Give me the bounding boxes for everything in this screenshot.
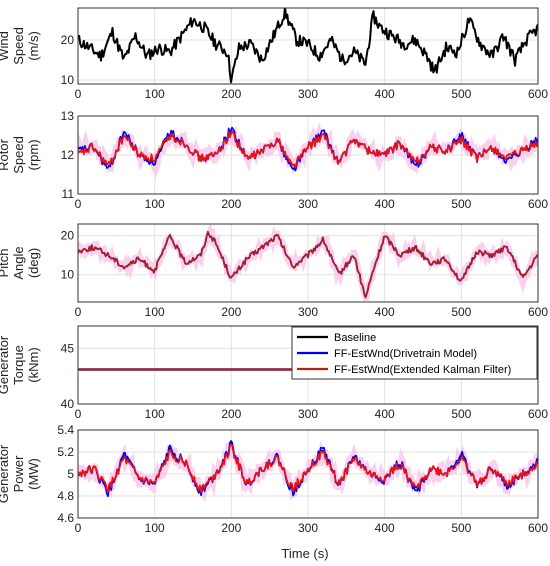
x-tick-label: 100 [145,197,165,211]
y-axis-label-line: Angle [11,246,26,279]
x-axis-label: Time (s) [281,546,328,561]
x-tick-label: 500 [451,87,471,101]
x-tick-label: 300 [298,521,318,535]
y-tick-label: 40 [61,397,75,411]
y-tick-label: 10 [61,73,75,87]
y-axis-label-line: Torque [11,345,26,385]
y-axis-label-line: (MW) [26,458,41,490]
y-tick-label: 5 [67,467,74,481]
axes-frame [77,115,539,195]
y-axis-label-line: Wind [0,31,11,61]
axes-frame [77,7,539,85]
legend-entry: Baseline [334,332,376,344]
x-tick-label: 600 [528,197,548,211]
y-tick-label: 20 [61,33,75,47]
x-tick-label: 200 [221,87,241,101]
x-tick-label: 600 [528,521,548,535]
x-tick-label: 500 [451,305,471,319]
y-tick-label: 12 [61,148,75,162]
x-tick-label: 600 [528,87,548,101]
x-tick-label: 400 [375,305,395,319]
panel-5: 0 100 200 300 400 500 600 4.6 4.8 5 5.2 5.4 Generato… [0,423,548,535]
series-line-1 [78,8,538,84]
x-tick-label: 0 [75,521,82,535]
x-tick-label: 0 [75,197,82,211]
series-line-3 [78,130,538,169]
x-tick-label: 200 [221,407,241,421]
y-tick-label: 4.8 [57,489,74,503]
legend-entry: FF-EstWnd(Drivetrain Model) [334,348,477,360]
x-tick-label: 500 [451,521,471,535]
x-tick-label: 100 [145,521,165,535]
axes-frame [77,223,539,303]
series-group [78,122,538,180]
y-tick-label: 11 [62,187,75,201]
y-axis-label: GeneratorTorque(kNm) [0,335,41,394]
x-tick-label: 400 [375,87,395,101]
x-tick-label: 300 [298,407,318,421]
y-axis-label-line: Power [11,455,26,493]
x-tick-label: 400 [375,521,395,535]
series-group [78,8,538,84]
x-tick-label: 300 [298,197,318,211]
x-tick-label: 300 [298,305,318,319]
x-tick-label: 500 [451,197,471,211]
series-group [78,224,538,302]
y-tick-label: 10 [61,268,75,282]
legend: Baseline FF-EstWnd(Drivetrain Model) FF-Es… [291,326,538,380]
legend-box [291,326,538,380]
y-axis-label-line: Pitch [0,249,11,278]
y-axis-label-line: (rpm) [26,139,41,170]
y-tick-label: 5.2 [57,445,74,459]
x-tick-label: 400 [375,197,395,211]
y-axis-label: WindSpeed(m/s) [0,27,41,65]
x-tick-label: 600 [528,305,548,319]
panel-3: 0 100 200 300 400 500 600 10 20 PitchAngle(deg) [0,223,548,319]
x-tick-label: 200 [221,305,241,319]
series-line-3 [78,231,538,299]
axes-frame [77,429,539,519]
y-axis-label: PitchAngle(deg) [0,246,41,279]
series-line-3 [78,443,538,493]
y-tick-label: 4.6 [57,511,74,525]
y-axis-label-line: (m/s) [26,31,41,61]
panel-1: 0 100 200 300 400 500 600 10 20 WindSpeed(m/s) [0,7,548,101]
x-tick-label: 0 [75,87,82,101]
x-tick-label: 600 [528,407,548,421]
y-axis-label-line: Generator [0,335,11,394]
x-tick-label: 300 [298,87,318,101]
x-tick-label: 200 [221,521,241,535]
x-tick-label: 500 [451,407,471,421]
x-tick-label: 0 [75,305,82,319]
y-axis-label-line: Speed [11,27,26,65]
y-axis-label-line: (deg) [26,248,41,278]
x-tick-label: 100 [145,87,165,101]
y-axis-label: GeneratorPower(MW) [0,444,41,503]
x-tick-label: 100 [145,305,165,319]
y-tick-label: 13 [61,109,75,123]
y-axis-label-line: (kNm) [26,347,41,382]
y-axis-label-line: Speed [11,136,26,174]
x-tick-label: 0 [75,407,82,421]
y-axis-label-line: Generator [0,444,11,503]
axes-frame [77,325,539,405]
x-tick-label: 400 [375,407,395,421]
y-axis-label: RotorSpeed(rpm) [0,136,41,174]
panel-2: 0 100 200 300 400 500 600 11 12 13 RotorSpeed(rpm) [0,109,548,211]
legend-entry: FF-EstWnd(Extended Kalman Filter) [334,364,511,376]
series-group [78,439,538,503]
y-tick-label: 45 [61,341,75,355]
y-axis-label-line: Rotor [0,138,11,170]
x-tick-label: 100 [145,407,165,421]
y-tick-label: 5.4 [57,423,74,437]
x-tick-label: 200 [221,197,241,211]
y-tick-label: 20 [61,229,75,243]
